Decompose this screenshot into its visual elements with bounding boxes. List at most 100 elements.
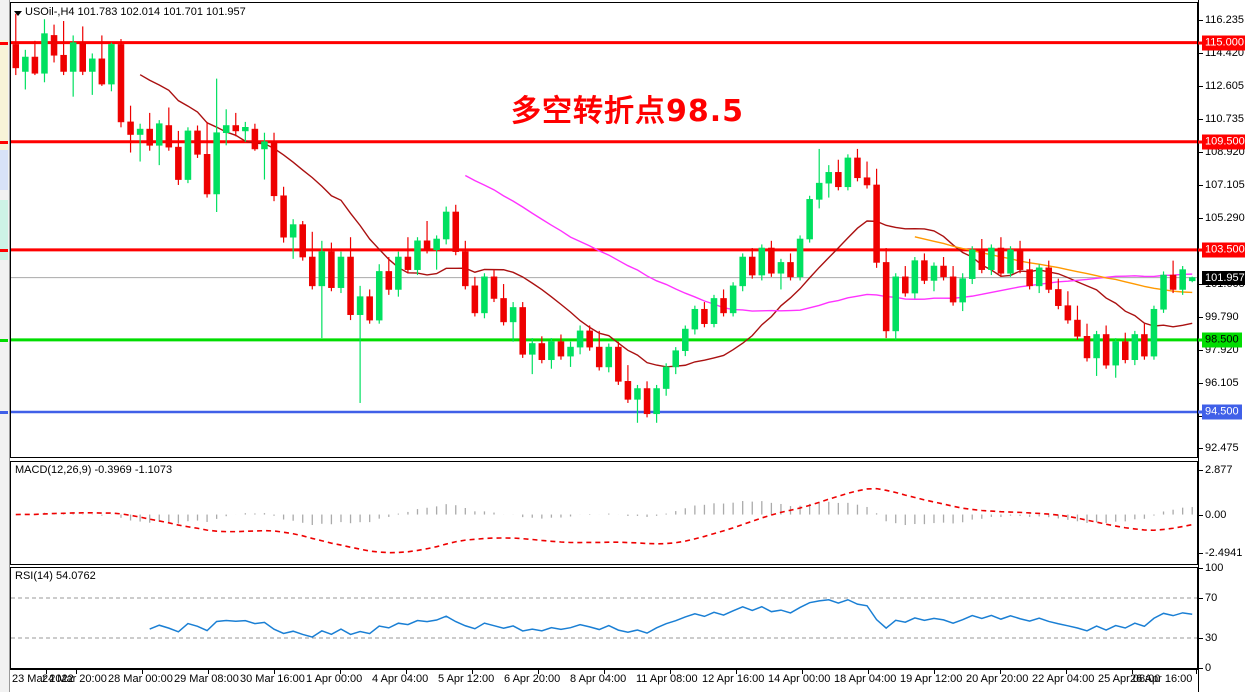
axis-tick-mark bbox=[1198, 316, 1203, 318]
time-tick-mark bbox=[1000, 670, 1001, 674]
price-tick-label: 96.105 bbox=[1205, 377, 1239, 390]
macd-pane[interactable]: MACD(12,26,9) -0.3969 -1.1073 bbox=[10, 461, 1198, 565]
time-tick-mark bbox=[274, 670, 275, 674]
macd-tick-label: -2.4941 bbox=[1205, 547, 1243, 560]
price-tick-label: 112.605 bbox=[1205, 79, 1244, 92]
time-axis[interactable]: 23 Mar 2022 24 Mar 20:00 28 Mar 00:00 29 Ma… bbox=[10, 669, 1198, 692]
axis-tick-mark bbox=[1198, 85, 1203, 87]
axis-tick-mark bbox=[1198, 53, 1203, 55]
time-axis-label: 29 Mar 08:00 bbox=[174, 673, 239, 685]
navigator-band bbox=[0, 150, 8, 190]
time-tick-mark bbox=[1132, 670, 1133, 674]
axis-tick-mark bbox=[1198, 568, 1203, 569]
navigator-band bbox=[0, 40, 8, 150]
macd-header: MACD(12,26,9) -0.3969 -1.1073 bbox=[15, 464, 173, 476]
time-tick-mark bbox=[142, 670, 143, 674]
chart-frame: USOil-,H4 101.783 102.014 101.701 101.95… bbox=[10, 0, 1245, 692]
time-axis-label: 22 Apr 04:00 bbox=[1032, 673, 1095, 685]
time-tick-mark bbox=[1066, 670, 1067, 674]
rsi-header: RSI(14) 54.0762 bbox=[15, 570, 96, 582]
level-marker-arrow bbox=[1198, 140, 1204, 144]
navigator-level-mark bbox=[0, 249, 8, 252]
price-level-tag[interactable]: 103.500 bbox=[1202, 242, 1245, 258]
time-axis-label: 18 Apr 04:00 bbox=[834, 673, 897, 685]
price-pane[interactable]: USOil-,H4 101.783 102.014 101.701 101.95… bbox=[10, 2, 1198, 458]
time-axis-label: 8 Apr 04:00 bbox=[570, 673, 627, 685]
time-tick-mark bbox=[208, 670, 209, 674]
time-axis-label: 28 Mar 00:00 bbox=[108, 673, 173, 685]
navigator-strip[interactable] bbox=[0, 0, 10, 692]
navigator-level-mark bbox=[0, 339, 8, 342]
axis-tick-mark bbox=[1198, 448, 1203, 450]
axis-tick-mark bbox=[1198, 217, 1203, 219]
time-axis-label: 11 Apr 08:00 bbox=[636, 673, 698, 685]
time-tick-mark bbox=[670, 670, 671, 674]
price-tick-label: 116.235 bbox=[1205, 14, 1244, 27]
axis-tick-mark bbox=[1198, 184, 1203, 186]
level-marker-arrow bbox=[1198, 41, 1204, 45]
time-tick-mark bbox=[340, 670, 341, 674]
time-tick-mark bbox=[538, 670, 539, 674]
time-axis-label: 4 Apr 04:00 bbox=[372, 673, 429, 685]
navigator-level-mark bbox=[0, 42, 8, 45]
price-tick-label: 99.790 bbox=[1205, 310, 1239, 323]
axis-tick-mark bbox=[1198, 152, 1203, 154]
rsi-tick-label: 30 bbox=[1205, 632, 1218, 644]
time-tick-mark bbox=[1196, 670, 1197, 674]
navigator-level-mark bbox=[0, 411, 8, 414]
time-axis-label: 24 Mar 20:00 bbox=[42, 673, 107, 685]
time-tick-mark bbox=[46, 670, 47, 674]
price-tick-label: 105.290 bbox=[1205, 211, 1245, 224]
time-axis-label: 19 Apr 12:00 bbox=[900, 673, 963, 685]
price-tick-label: 110.735 bbox=[1205, 113, 1244, 126]
price-axis[interactable]: 116.235 114.420 112.605 110.735 108.920 107.1… bbox=[1198, 0, 1245, 692]
price-level-tag[interactable]: 94.500 bbox=[1202, 404, 1242, 420]
time-axis-label: 6 Apr 20:00 bbox=[504, 673, 561, 685]
axis-rule bbox=[1198, 0, 1199, 692]
time-axis-label: 14 Apr 00:00 bbox=[768, 673, 831, 685]
current-price-tag: 101.957 bbox=[1202, 270, 1245, 285]
time-axis-label: 30 Mar 16:00 bbox=[240, 673, 305, 685]
time-tick-mark bbox=[406, 670, 407, 674]
time-axis-label: 25 Apr 08:00 bbox=[1098, 673, 1161, 685]
time-tick-mark bbox=[868, 670, 869, 674]
time-tick-mark bbox=[736, 670, 737, 674]
time-tick-mark bbox=[76, 670, 77, 674]
macd-tick-label: 0.00 bbox=[1205, 508, 1227, 521]
price-tick-label: 107.105 bbox=[1205, 178, 1245, 191]
time-tick-mark bbox=[802, 670, 803, 674]
time-tick-mark bbox=[934, 670, 935, 674]
axis-tick-mark bbox=[1198, 470, 1203, 472]
axis-tick-mark bbox=[1198, 553, 1203, 555]
axis-tick-mark bbox=[1198, 514, 1203, 516]
axis-tick-mark bbox=[1198, 283, 1203, 285]
axis-tick-mark bbox=[1198, 20, 1203, 22]
chevron-down-icon[interactable] bbox=[14, 11, 22, 16]
macd-tick-label: 2.877 bbox=[1205, 464, 1233, 477]
price-level-tag[interactable]: 98.500 bbox=[1202, 332, 1242, 348]
axis-tick-mark bbox=[1198, 638, 1203, 639]
axis-tick-mark bbox=[1198, 668, 1203, 669]
time-axis-label: 12 Apr 16:00 bbox=[702, 673, 765, 685]
level-marker-arrow bbox=[1198, 338, 1204, 342]
axis-tick-mark bbox=[1198, 416, 1203, 418]
chart-annotation-text: 多空转折点98.5 bbox=[511, 94, 745, 129]
rsi-pane[interactable]: RSI(14) 54.0762 bbox=[10, 567, 1198, 669]
price-level-tag[interactable]: 115.000 bbox=[1202, 35, 1245, 51]
time-tick-mark bbox=[472, 670, 473, 674]
rsi-tick-label: 70 bbox=[1205, 592, 1218, 604]
axis-tick-mark bbox=[1198, 598, 1203, 599]
time-axis-label: 5 Apr 12:00 bbox=[438, 673, 495, 685]
time-axis-label: 1 Apr 00:00 bbox=[306, 673, 363, 685]
symbol-header: USOil-,H4 101.783 102.014 101.701 101.95… bbox=[25, 6, 246, 18]
time-axis-label: 20 Apr 20:00 bbox=[966, 673, 1029, 685]
axis-tick-mark bbox=[1198, 383, 1203, 385]
time-axis-label: 26 Apr 16:00 bbox=[1130, 673, 1193, 685]
rsi-tick-label: 100 bbox=[1205, 562, 1224, 574]
axis-tick-mark bbox=[1198, 350, 1203, 352]
level-marker-arrow bbox=[1198, 410, 1204, 414]
rsi-tick-label: 0 bbox=[1205, 662, 1212, 674]
time-tick-mark bbox=[604, 670, 605, 674]
price-level-tag[interactable]: 109.500 bbox=[1202, 134, 1245, 150]
